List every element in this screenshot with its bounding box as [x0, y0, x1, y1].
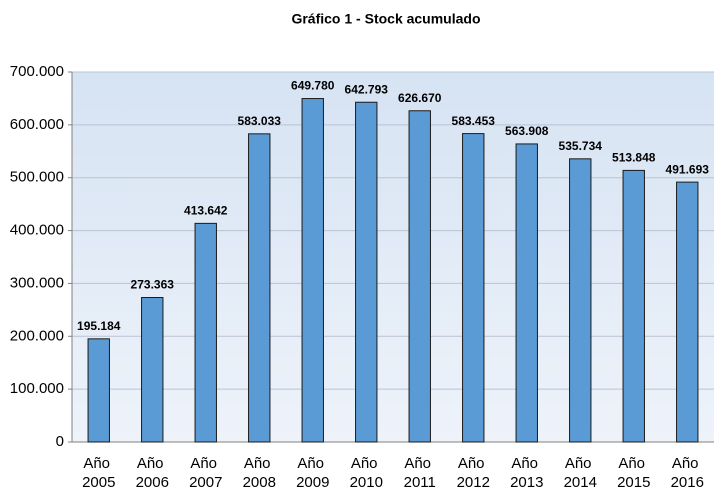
bar [408, 110, 431, 443]
value-label: 583.033 [238, 114, 282, 128]
x-tick-label: Año 2006 [136, 455, 169, 491]
x-tick-label: Año 2009 [296, 455, 329, 491]
value-label: 195.184 [77, 319, 121, 333]
chart-title: Gráfico 1 - Stock acumulado [291, 11, 480, 27]
bar [515, 143, 538, 443]
value-label: 535.734 [559, 139, 603, 153]
value-label: 413.642 [184, 204, 228, 218]
x-tick-label: Año 2015 [617, 455, 650, 491]
value-label: 563.908 [505, 124, 549, 138]
value-label: 513.848 [612, 151, 656, 165]
x-tick-label: Año 2005 [82, 455, 115, 491]
bar [569, 158, 592, 443]
bar [676, 181, 699, 443]
bar [194, 222, 217, 443]
y-tick-label: 100.000 [10, 380, 64, 397]
value-label: 642.793 [345, 82, 389, 96]
y-tick-label: 700.000 [10, 63, 64, 80]
bar [462, 133, 485, 443]
x-tick-label: Año 2011 [404, 455, 436, 491]
bar [141, 297, 164, 443]
x-tick-label: Año 2012 [457, 455, 490, 491]
bar [87, 338, 110, 443]
x-tick-label: Año 2014 [564, 455, 597, 491]
y-tick-label: 300.000 [10, 274, 64, 291]
y-tick-label: 500.000 [10, 169, 64, 186]
value-label: 491.693 [666, 162, 710, 176]
x-tick-label: Año 2013 [510, 455, 543, 491]
x-tick-label: Año 2007 [189, 455, 222, 491]
bar [622, 169, 645, 443]
y-tick-label: 400.000 [10, 222, 64, 239]
value-label: 649.780 [291, 79, 335, 93]
bar [248, 133, 271, 443]
y-tick-label: 600.000 [10, 116, 64, 133]
plot-area [72, 72, 714, 442]
y-tick-label: 0 [56, 433, 64, 450]
value-label: 583.453 [452, 114, 496, 128]
bar [301, 98, 324, 443]
x-tick-label: Año 2008 [243, 455, 276, 491]
y-tick-label: 200.000 [10, 327, 64, 344]
value-label: 626.670 [398, 91, 442, 105]
value-label: 273.363 [131, 278, 175, 292]
x-tick-label: Año 2010 [350, 455, 383, 491]
bar [355, 101, 378, 443]
x-tick-label: Año 2016 [671, 455, 704, 491]
